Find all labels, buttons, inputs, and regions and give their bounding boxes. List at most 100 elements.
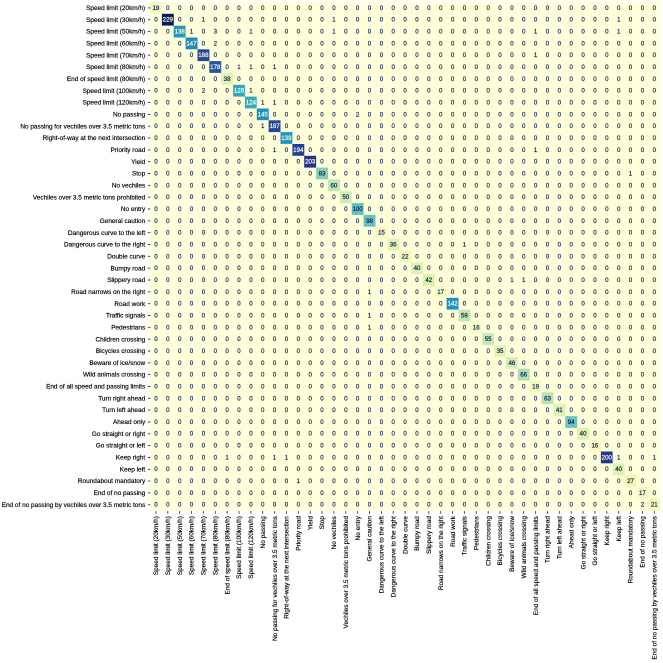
svg-text:0: 0 [225,147,229,154]
svg-text:0: 0 [308,360,312,367]
svg-text:0: 0 [534,431,538,438]
svg-text:0: 0 [581,29,585,36]
svg-text:0: 0 [510,502,514,509]
svg-text:1: 1 [617,29,621,36]
svg-text:0: 0 [356,383,360,390]
svg-text:0: 0 [617,64,621,71]
svg-text:0: 0 [522,253,526,260]
svg-text:0: 0 [368,171,372,178]
svg-text:0: 0 [463,218,467,225]
svg-text:0: 0 [225,17,229,24]
svg-text:0: 0 [285,40,289,47]
svg-text:0: 0 [641,29,645,36]
svg-text:0: 0 [214,395,218,402]
svg-text:15: 15 [378,230,385,237]
svg-text:0: 0 [154,253,158,260]
svg-text:0: 0 [344,76,348,83]
svg-text:0: 0 [190,478,194,485]
svg-text:0: 0 [178,230,182,237]
svg-text:0: 0 [569,502,573,509]
svg-text:0: 0 [522,466,526,473]
svg-text:0: 0 [581,312,585,319]
svg-text:0: 0 [641,242,645,249]
svg-text:0: 0 [380,159,384,166]
svg-text:0: 0 [202,206,206,213]
svg-text:0: 0 [486,5,490,12]
svg-text:0: 0 [154,135,158,142]
svg-text:0: 0 [261,64,265,71]
svg-text:0: 0 [190,5,194,12]
svg-text:0: 0 [498,147,502,154]
svg-text:0: 0 [403,419,407,426]
svg-text:0: 0 [403,52,407,59]
svg-text:0: 0 [546,265,550,272]
svg-text:0: 0 [463,194,467,201]
svg-text:0: 0 [569,88,573,95]
svg-text:0: 0 [510,230,514,237]
svg-text:1: 1 [273,147,277,154]
svg-text:0: 0 [403,301,407,308]
svg-text:0: 0 [629,502,633,509]
svg-text:0: 0 [190,431,194,438]
svg-text:0: 0 [202,218,206,225]
svg-text:0: 0 [261,419,265,426]
svg-text:Vechiles over 3.5 metric tons: Vechiles over 3.5 metric tons prohibited [33,194,146,201]
svg-text:0: 0 [225,100,229,107]
svg-text:0: 0 [368,123,372,130]
svg-text:0: 0 [653,100,657,107]
svg-text:0: 0 [593,206,597,213]
svg-text:0: 0 [297,419,301,426]
svg-text:0: 0 [237,17,241,24]
svg-text:0: 0 [273,206,277,213]
svg-text:0: 0 [237,253,241,260]
svg-text:0: 0 [498,123,502,130]
svg-text:0: 0 [558,147,562,154]
svg-text:0: 0 [261,454,265,461]
svg-text:0: 0 [178,147,182,154]
svg-text:0: 0 [641,100,645,107]
svg-text:0: 0 [581,383,585,390]
svg-text:0: 0 [403,443,407,450]
svg-text:0: 0 [356,289,360,296]
svg-text:0: 0 [178,419,182,426]
svg-text:0: 0 [344,289,348,296]
svg-text:0: 0 [510,336,514,343]
svg-text:0: 0 [439,88,443,95]
svg-text:0: 0 [439,454,443,461]
svg-text:0: 0 [558,135,562,142]
svg-text:0: 0 [558,265,562,272]
svg-text:0: 0 [463,289,467,296]
svg-text:0: 0 [403,312,407,319]
svg-text:0: 0 [569,312,573,319]
svg-text:0: 0 [225,312,229,319]
svg-text:0: 0 [154,466,158,473]
svg-text:0: 0 [629,218,633,225]
svg-text:0: 0 [498,17,502,24]
svg-text:0: 0 [391,218,395,225]
svg-text:0: 0 [178,206,182,213]
svg-text:0: 0 [569,395,573,402]
svg-text:1: 1 [297,478,301,485]
svg-text:1: 1 [273,100,277,107]
svg-text:0: 0 [391,324,395,331]
svg-text:0: 0 [332,419,336,426]
svg-text:0: 0 [368,29,372,36]
svg-text:0: 0 [486,265,490,272]
svg-text:0: 0 [154,478,158,485]
svg-text:0: 0 [558,336,562,343]
svg-text:0: 0 [510,242,514,249]
svg-text:98: 98 [366,218,373,225]
svg-text:0: 0 [617,230,621,237]
svg-text:0: 0 [320,372,324,379]
svg-text:0: 0 [202,29,206,36]
svg-text:0: 0 [178,135,182,142]
svg-text:0: 0 [593,218,597,225]
svg-text:0: 0 [510,64,514,71]
svg-text:0: 0 [558,502,562,509]
svg-text:0: 0 [451,443,455,450]
svg-text:0: 0 [225,88,229,95]
svg-text:0: 0 [178,431,182,438]
svg-text:Speed limit (120km/h): Speed limit (120km/h) [248,516,255,579]
svg-text:0: 0 [332,443,336,450]
svg-text:0: 0 [629,289,633,296]
